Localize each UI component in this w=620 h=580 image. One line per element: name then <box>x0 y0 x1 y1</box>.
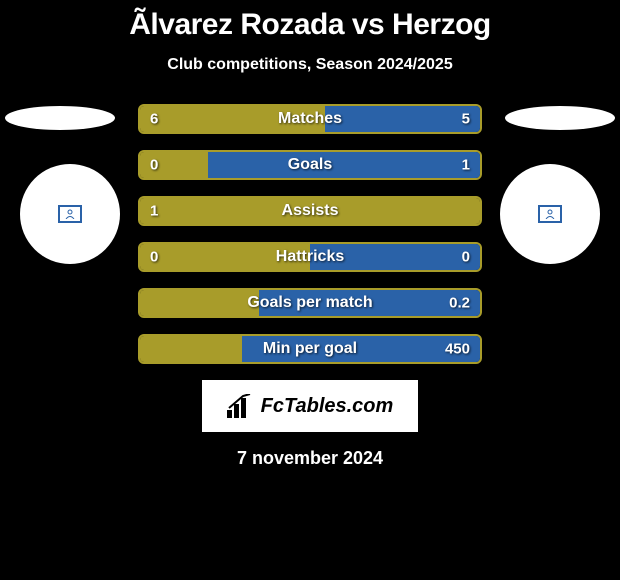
right-oval-decoration <box>505 106 615 130</box>
right-player-circle <box>500 164 600 264</box>
stat-row: Matches 6 5 <box>138 104 482 134</box>
stat-row: Goals per match 0.2 <box>138 288 482 318</box>
stat-bar-left <box>140 336 242 362</box>
date-label: 7 november 2024 <box>0 448 620 469</box>
stat-row: Assists 1 <box>138 196 482 226</box>
stat-bar-left <box>140 290 259 316</box>
stat-value-left: 1 <box>150 203 158 220</box>
stat-bar-right <box>208 152 480 178</box>
subtitle: Club competitions, Season 2024/2025 <box>0 56 620 74</box>
stat-row: Hattricks 0 0 <box>138 242 482 272</box>
left-player-circle <box>20 164 120 264</box>
page-title: Ãlvarez Rozada vs Herzog <box>0 0 620 42</box>
avatar-placeholder-icon <box>538 205 562 223</box>
stat-value-left: 0 <box>150 157 158 174</box>
stat-label: Goals per match <box>247 294 372 312</box>
stat-bar-right <box>325 106 480 132</box>
stat-value-right: 450 <box>445 341 470 358</box>
stat-value-right: 0.2 <box>449 295 470 312</box>
fctables-logo: FcTables.com <box>202 380 418 432</box>
bar-chart-icon <box>227 394 255 418</box>
left-oval-decoration <box>5 106 115 130</box>
stat-row: Goals 0 1 <box>138 150 482 180</box>
avatar-placeholder-icon <box>58 205 82 223</box>
stat-value-right: 0 <box>462 249 470 266</box>
stat-value-left: 6 <box>150 111 158 128</box>
stat-label: Goals <box>288 156 332 174</box>
stat-label: Assists <box>282 202 339 220</box>
stats-bars: Matches65Goals01Assists1Hattricks00Goals… <box>138 104 482 364</box>
stat-label: Matches <box>278 110 342 128</box>
stat-value-left: 0 <box>150 249 158 266</box>
comparison-area: Matches65Goals01Assists1Hattricks00Goals… <box>0 104 620 469</box>
stat-label: Hattricks <box>276 248 344 266</box>
stat-value-right: 5 <box>462 111 470 128</box>
stat-row: Min per goal 450 <box>138 334 482 364</box>
logo-text: FcTables.com <box>261 395 394 418</box>
stat-value-right: 1 <box>462 157 470 174</box>
stat-label: Min per goal <box>263 340 357 358</box>
